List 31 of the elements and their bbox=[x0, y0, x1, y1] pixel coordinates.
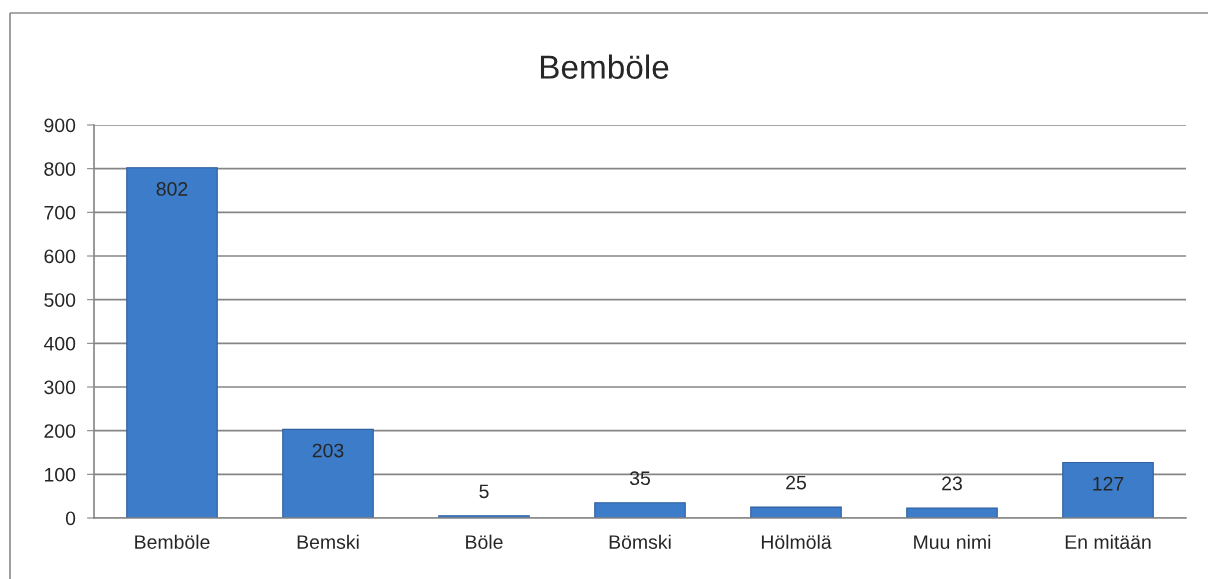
bar bbox=[282, 428, 374, 518]
bar bbox=[750, 506, 842, 518]
y-tick-label: 700 bbox=[44, 205, 76, 220]
y-tick-label: 100 bbox=[44, 467, 76, 482]
data-label: 5 bbox=[479, 484, 489, 499]
chart-title: Bemböle bbox=[540, 54, 669, 79]
y-tick-label: 900 bbox=[44, 118, 76, 133]
y-tick-label: 600 bbox=[44, 249, 76, 264]
x-tick-label: Bömski bbox=[609, 534, 671, 549]
bar bbox=[906, 507, 998, 518]
x-tick-label: Muu nimi bbox=[914, 534, 991, 549]
y-tick-label: 200 bbox=[44, 424, 76, 438]
x-tick-label: Bemski bbox=[297, 534, 359, 549]
bar bbox=[1062, 461, 1154, 518]
data-label: 35 bbox=[629, 471, 650, 486]
x-tick-label: En mitään bbox=[1065, 534, 1151, 549]
bar bbox=[126, 167, 218, 518]
data-label: 25 bbox=[786, 475, 806, 490]
data-label: 802 bbox=[156, 182, 188, 196]
y-tick-label: 400 bbox=[43, 336, 76, 351]
x-tick-label: Bemböle bbox=[135, 534, 210, 549]
data-label: 203 bbox=[312, 443, 344, 458]
y-tick-label: 800 bbox=[44, 162, 76, 176]
data-label: 127 bbox=[1093, 476, 1124, 491]
x-tick-label: Böle bbox=[466, 534, 503, 549]
y-tick-label: 500 bbox=[44, 293, 76, 307]
bar bbox=[594, 502, 686, 518]
y-tick-label: 300 bbox=[44, 380, 76, 395]
data-label: 23 bbox=[942, 476, 962, 491]
y-tick-label: 0 bbox=[65, 511, 76, 526]
x-tick-label: Hölmölä bbox=[761, 534, 832, 549]
